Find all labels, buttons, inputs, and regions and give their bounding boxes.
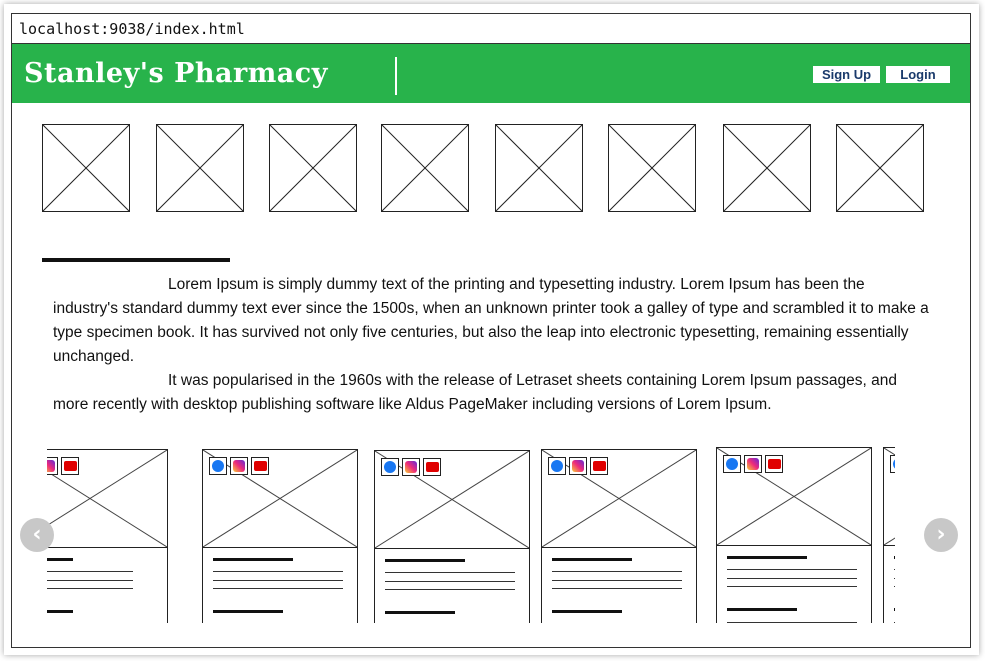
text-placeholder-line <box>552 580 682 581</box>
intro-paragraph-1: Lorem Ipsum is simply dummy text of the … <box>53 276 929 365</box>
product-image-placeholder <box>375 451 529 549</box>
youtube-icon[interactable] <box>251 457 269 475</box>
facebook-icon[interactable] <box>890 455 895 473</box>
image-placeholder-icon[interactable] <box>723 124 811 212</box>
text-placeholder-line <box>47 580 133 581</box>
image-placeholder-icon[interactable] <box>381 124 469 212</box>
text-placeholder-heading <box>727 556 807 559</box>
text-placeholder-line <box>213 571 343 572</box>
facebook-icon[interactable] <box>209 457 227 475</box>
social-links <box>890 455 895 473</box>
product-card[interactable] <box>883 447 895 623</box>
text-placeholder-line <box>727 578 857 579</box>
image-placeholder-icon[interactable] <box>156 124 244 212</box>
product-image-placeholder <box>203 450 357 548</box>
intro-paragraph-2: It was popularised in the 1960s with the… <box>53 372 897 413</box>
facebook-icon[interactable] <box>548 457 566 475</box>
social-links <box>47 457 79 475</box>
product-card[interactable] <box>716 447 872 623</box>
text-placeholder-line <box>727 622 857 623</box>
instagram-icon[interactable] <box>230 457 248 475</box>
instagram-icon[interactable] <box>569 457 587 475</box>
product-image-placeholder <box>717 448 871 546</box>
text-placeholder-heading <box>385 611 455 614</box>
text-placeholder-heading <box>385 559 465 562</box>
signup-button[interactable]: Sign Up <box>813 66 880 83</box>
text-placeholder-heading <box>894 556 895 559</box>
address-bar[interactable]: localhost:9038/index.html <box>12 14 970 44</box>
chevron-left-icon[interactable]: ‹ <box>20 518 54 552</box>
text-placeholder-line <box>47 571 133 572</box>
text-placeholder-heading <box>213 610 283 613</box>
product-carousel <box>47 433 895 623</box>
text-placeholder-line <box>894 578 895 579</box>
youtube-icon[interactable] <box>61 457 79 475</box>
text-placeholder-line <box>552 588 682 589</box>
product-card[interactable] <box>47 449 168 623</box>
text-placeholder-line <box>552 571 682 572</box>
product-card[interactable] <box>541 449 697 623</box>
text-placeholder-heading <box>552 610 622 613</box>
text-placeholder-line <box>385 572 515 573</box>
browser-window: localhost:9038/index.html Stanley's Phar… <box>11 13 971 648</box>
login-button[interactable]: Login <box>886 66 950 83</box>
image-placeholder-icon[interactable] <box>495 124 583 212</box>
text-placeholder-line <box>727 569 857 570</box>
text-placeholder-line <box>894 569 895 570</box>
text-placeholder-line <box>213 580 343 581</box>
image-placeholder-icon[interactable] <box>836 124 924 212</box>
text-placeholder-heading <box>894 608 895 611</box>
facebook-icon[interactable] <box>381 458 399 476</box>
youtube-icon[interactable] <box>765 455 783 473</box>
text-placeholder-heading <box>47 610 73 613</box>
instagram-icon[interactable] <box>47 457 58 475</box>
text-placeholder-heading <box>47 558 73 561</box>
text-placeholder-line <box>727 586 857 587</box>
product-image-placeholder <box>47 450 167 548</box>
image-placeholder-icon[interactable] <box>42 124 130 212</box>
chevron-right-icon[interactable]: › <box>924 518 958 552</box>
youtube-icon[interactable] <box>423 458 441 476</box>
text-placeholder-line <box>213 588 343 589</box>
text-placeholder-heading <box>727 608 797 611</box>
text-placeholder-heading <box>552 558 632 561</box>
text-placeholder-line <box>47 588 133 589</box>
section-heading-placeholder <box>42 258 230 262</box>
image-placeholder-icon[interactable] <box>608 124 696 212</box>
site-header: Stanley's Pharmacy Sign Up Login <box>12 44 970 103</box>
text-placeholder-line <box>894 586 895 587</box>
social-links <box>723 455 783 473</box>
product-image-placeholder <box>884 448 895 546</box>
product-image-placeholder <box>542 450 696 548</box>
brand-logo[interactable]: Stanley's Pharmacy <box>24 58 328 89</box>
social-links <box>548 457 608 475</box>
youtube-icon[interactable] <box>590 457 608 475</box>
text-placeholder-line <box>385 581 515 582</box>
image-placeholder-icon[interactable] <box>269 124 357 212</box>
social-links <box>381 458 441 476</box>
text-placeholder-line <box>385 589 515 590</box>
instagram-icon[interactable] <box>744 455 762 473</box>
header-divider <box>395 57 397 95</box>
text-placeholder-line <box>894 622 895 623</box>
product-card[interactable] <box>202 449 358 623</box>
product-card[interactable] <box>374 450 530 623</box>
social-links <box>209 457 269 475</box>
text-placeholder-heading <box>213 558 293 561</box>
facebook-icon[interactable] <box>723 455 741 473</box>
instagram-icon[interactable] <box>402 458 420 476</box>
